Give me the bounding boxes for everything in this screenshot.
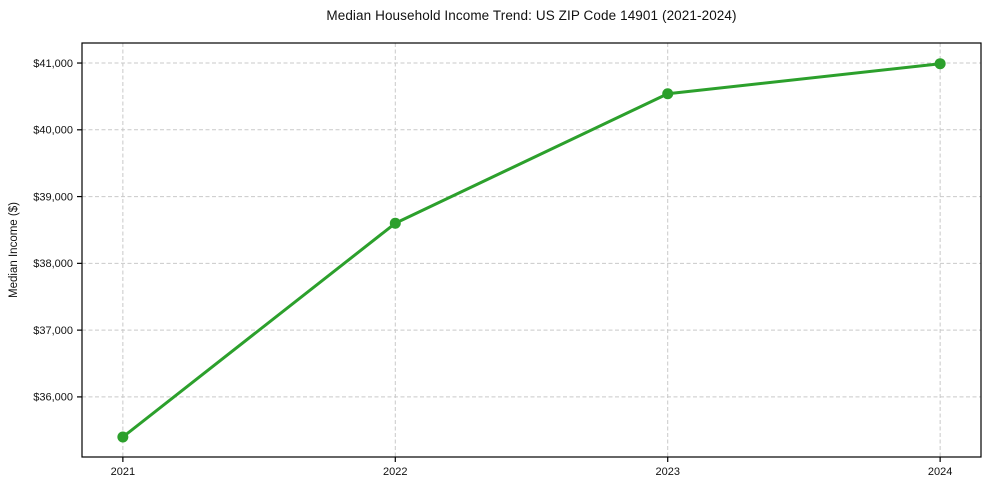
y-tick-label: $41,000 — [33, 58, 73, 70]
y-tick-label: $36,000 — [33, 392, 73, 404]
x-tick-label: 2021 — [111, 466, 135, 478]
data-point-2021 — [117, 431, 129, 443]
y-tick-label: $37,000 — [33, 325, 73, 337]
plot-border — [81, 42, 982, 458]
data-point-2024 — [934, 58, 946, 70]
x-tick-label: 2024 — [928, 466, 952, 478]
y-axis-label: Median Income ($) — [8, 202, 20, 298]
data-point-2022 — [389, 217, 401, 229]
y-tick-label: $40,000 — [33, 125, 73, 137]
x-tick-label: 2023 — [655, 466, 679, 478]
data-point-2023 — [662, 88, 674, 100]
x-tick-label: 2022 — [383, 466, 407, 478]
y-tick-label: $39,000 — [33, 191, 73, 203]
chart-title: Median Household Income Trend: US ZIP Co… — [326, 8, 737, 23]
trend-line — [121, 62, 942, 439]
y-tick-label: $38,000 — [33, 258, 73, 270]
